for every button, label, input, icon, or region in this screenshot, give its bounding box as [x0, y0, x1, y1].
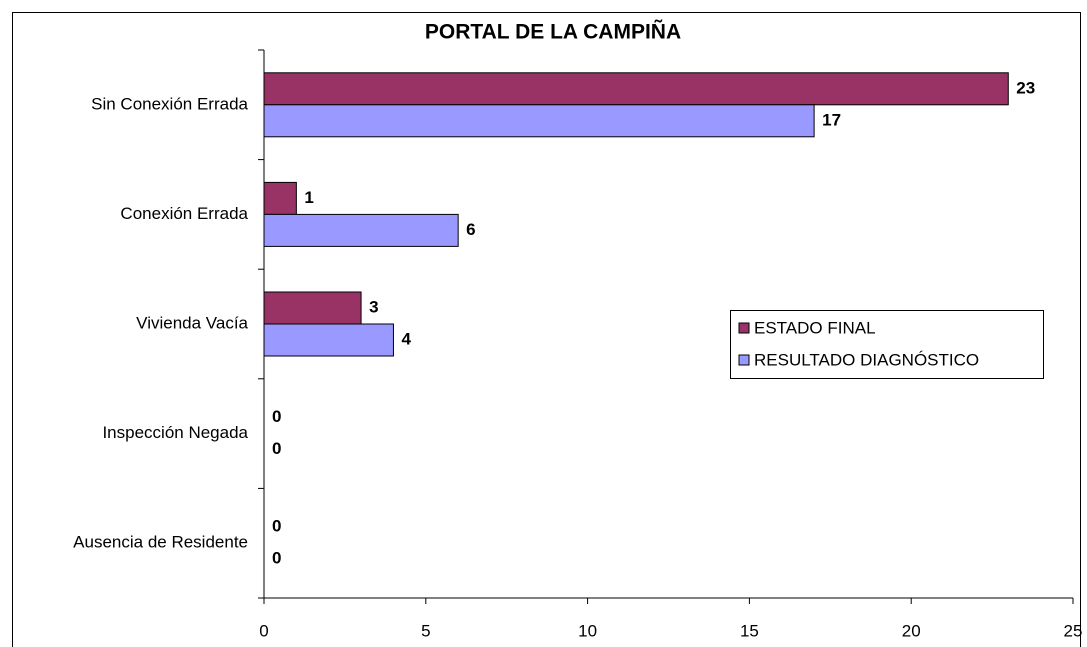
x-tick-label: 0 — [259, 621, 268, 640]
y-tick-label: Inspección Negada — [102, 423, 248, 442]
bar — [263, 323, 394, 357]
x-tick-label: 5 — [421, 621, 430, 640]
legend-swatch — [738, 322, 750, 334]
legend-swatch — [738, 354, 750, 366]
legend-box — [730, 310, 1044, 379]
y-tick-label: Sin Conexión Errada — [91, 94, 248, 113]
chart-title: PORTAL DE LA CAMPIÑA — [425, 21, 681, 44]
legend-label: RESULTADO DIAGNÓSTICO — [754, 350, 979, 369]
x-tick-label: 25 — [1064, 621, 1083, 640]
bar — [263, 181, 297, 215]
x-tick-label: 15 — [740, 621, 759, 640]
legend-label: ESTADO FINAL — [754, 318, 876, 337]
bar — [263, 213, 459, 247]
data-label: 23 — [1016, 78, 1035, 97]
x-tick-label: 20 — [902, 621, 921, 640]
y-tick-label: Vivienda Vacía — [136, 313, 248, 332]
data-label: 4 — [401, 329, 411, 348]
x-tick-label: 10 — [578, 621, 597, 640]
y-tick-label: Ausencia de Residente — [73, 533, 248, 552]
data-label: 3 — [369, 297, 378, 316]
data-label: 17 — [822, 110, 841, 129]
data-label: 0 — [272, 407, 281, 426]
data-label: 1 — [304, 188, 313, 207]
bar — [263, 291, 362, 325]
bar — [263, 104, 815, 138]
y-tick-label: Conexión Errada — [120, 204, 248, 223]
bar — [263, 72, 1009, 106]
data-label: 0 — [272, 549, 281, 568]
data-label: 0 — [272, 439, 281, 458]
data-label: 6 — [466, 220, 475, 239]
data-label: 0 — [272, 517, 281, 536]
